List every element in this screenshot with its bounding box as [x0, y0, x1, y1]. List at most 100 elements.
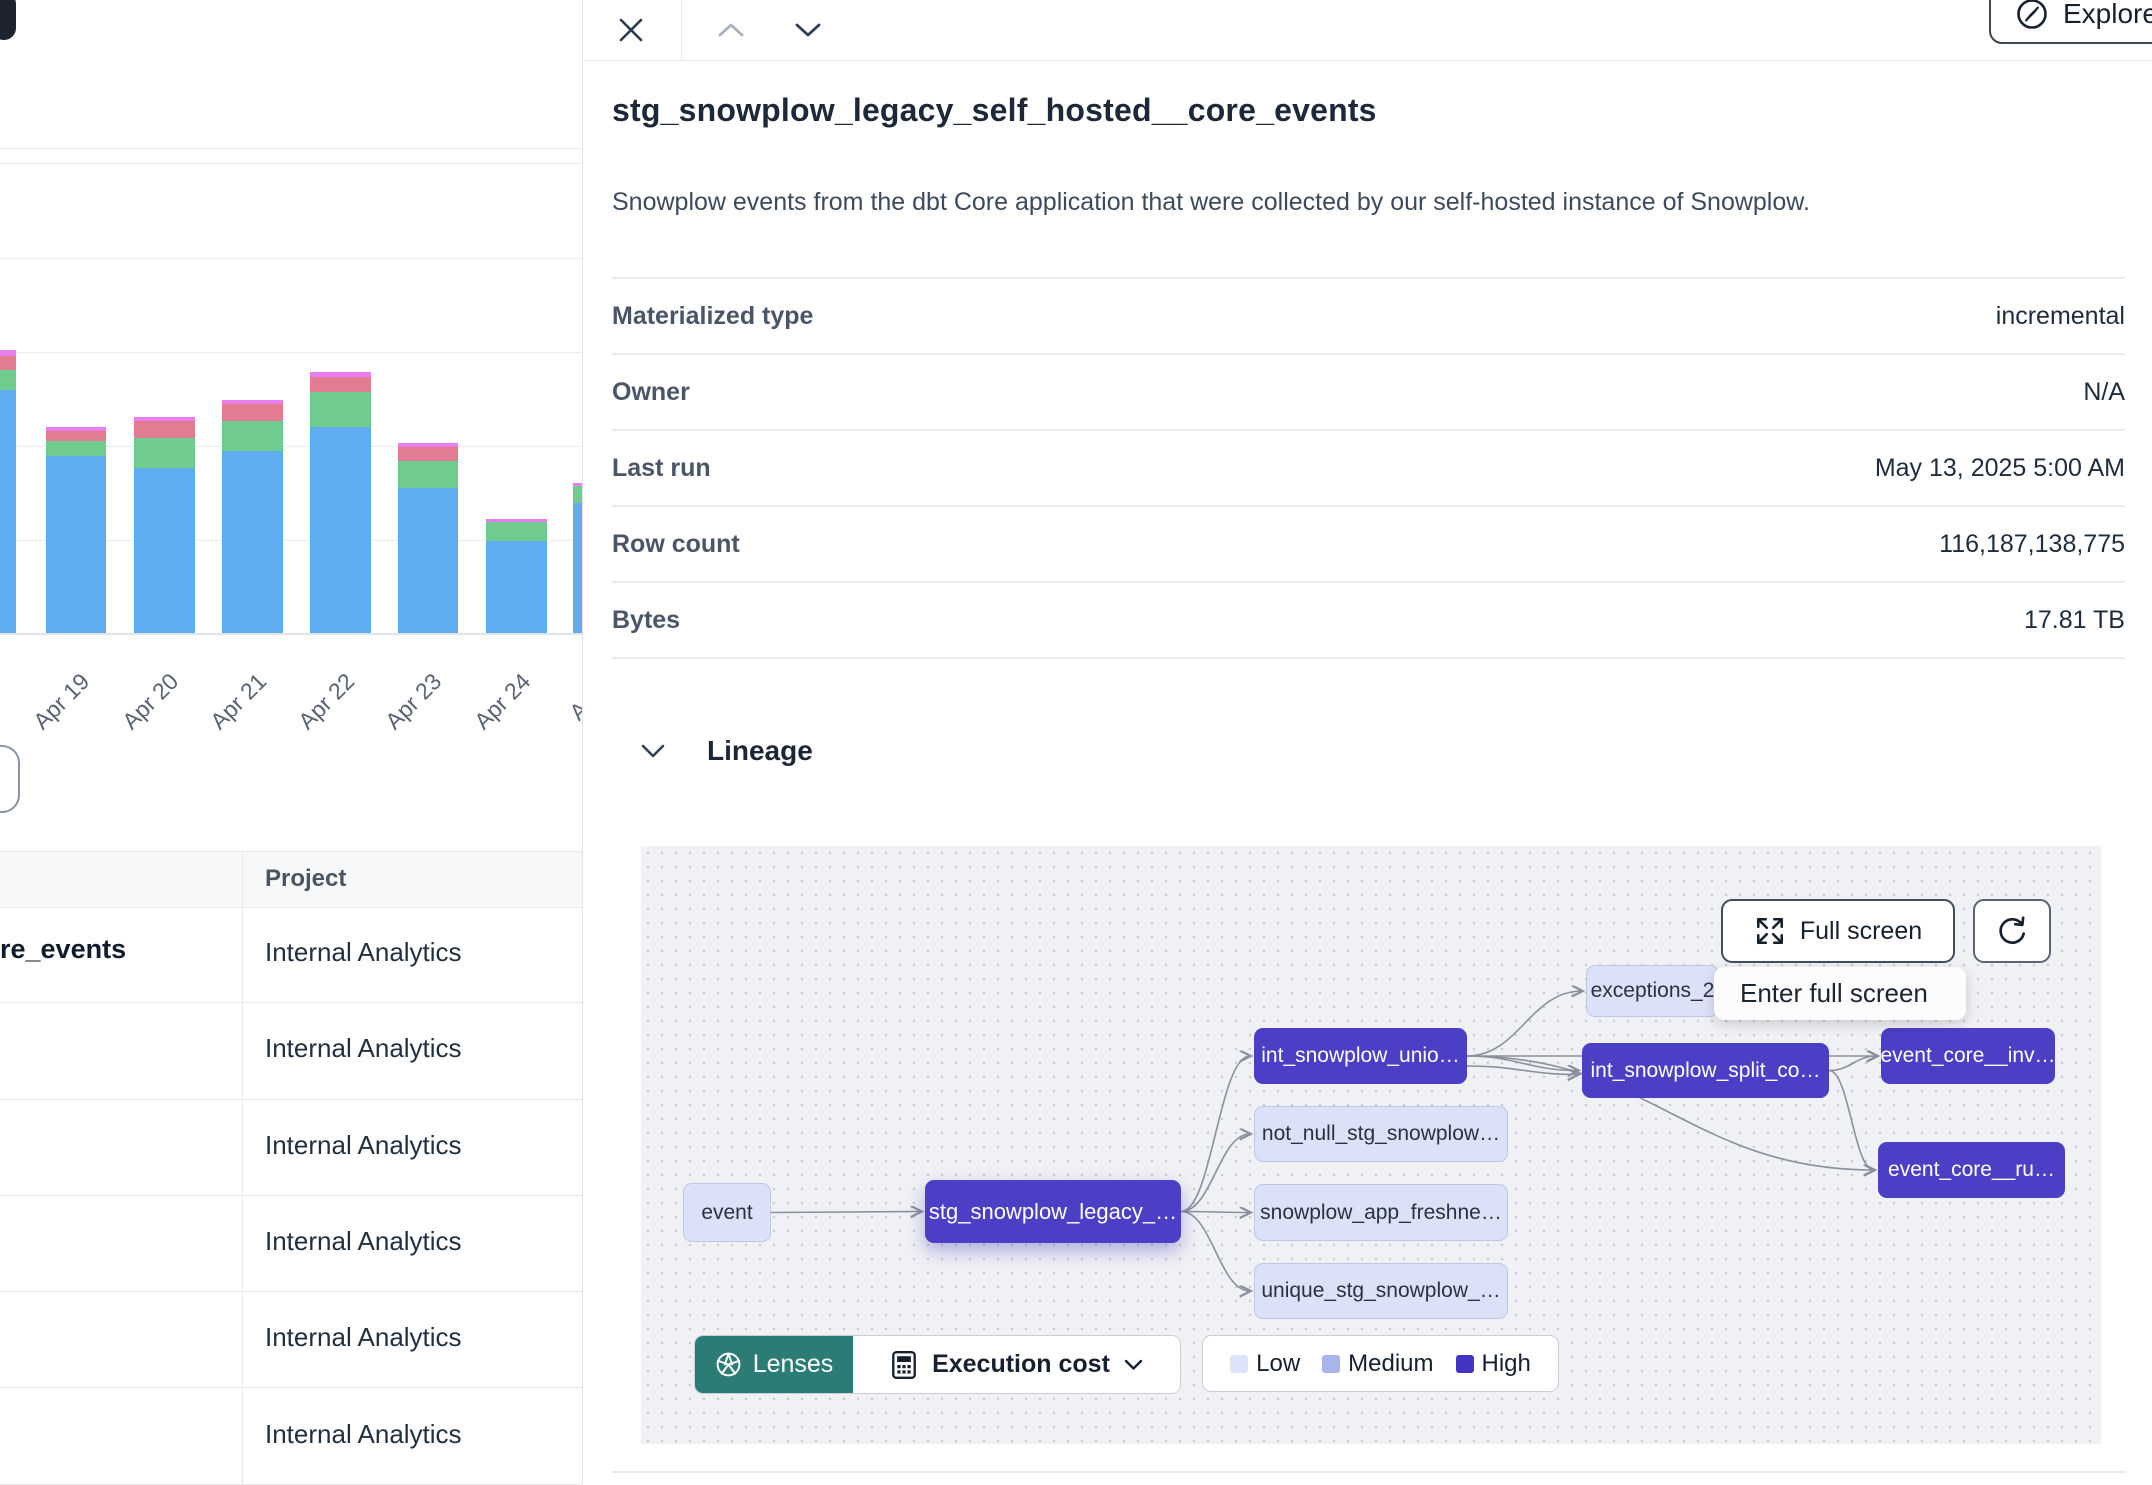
lineage-node-unique[interactable]: unique_stg_snowplow_…: [1254, 1263, 1508, 1319]
bar-segment-blue: [222, 451, 283, 633]
table-row[interactable]: Internal Analytics: [0, 1195, 582, 1293]
meta-row: Last run May 13, 2025 5:00 AM: [612, 431, 2125, 507]
chevron-down-icon: [795, 23, 821, 37]
lineage-edge: [1466, 991, 1582, 1057]
bar-segment-green: [46, 441, 106, 456]
project-cell: Internal Analytics: [265, 1033, 462, 1064]
lenses-label: Lenses: [752, 1350, 834, 1378]
legend-label: High: [1481, 1349, 1531, 1377]
lineage-edge: [1466, 1065, 1578, 1075]
lineage-edge: [1180, 1210, 1250, 1292]
lineage-edge: [1466, 1055, 1874, 1170]
table-row[interactable]: re_events Internal Analytics: [0, 906, 582, 1004]
chevron-down-icon: [641, 744, 665, 758]
next-item-button[interactable]: [786, 8, 830, 52]
project-cell: Internal Analytics: [265, 937, 462, 967]
bar-segment-red: [310, 377, 371, 392]
meta-label: Bytes: [612, 605, 681, 634]
meta-value: 17.81 TB: [2023, 605, 2125, 634]
column-header-project: Project: [265, 865, 347, 892]
project-cell: Internal Analytics: [265, 1129, 462, 1160]
table-row[interactable]: Internal Analytics: [0, 1291, 582, 1389]
bar-segment-blue: [0, 390, 16, 633]
model-details-panel: Explore stg_snowplow_legacy_self_hosted_…: [582, 0, 2152, 1484]
chart-gridline: [0, 258, 582, 259]
legend-item-low: Low: [1230, 1350, 1300, 1378]
lineage-edge: [1180, 1134, 1250, 1213]
lineage-canvas[interactable]: event stg_snowplow_legacy_… int_snowplow_u…: [641, 846, 2101, 1444]
close-icon: [619, 18, 643, 42]
refresh-button[interactable]: [1973, 899, 2051, 963]
bar-segment-red: [398, 447, 458, 461]
legend-item-high: High: [1455, 1349, 1531, 1378]
lineage-node-stg[interactable]: stg_snowplow_legacy_…: [925, 1180, 1181, 1243]
table-row[interactable]: Internal Analytics: [0, 1099, 582, 1196]
lineage-edge: [1180, 1056, 1250, 1213]
lineage-edge: [1180, 1212, 1250, 1213]
previous-item-button[interactable]: [709, 8, 753, 52]
explore-button[interactable]: Explore: [1989, 0, 2152, 44]
lineage-node-not_null[interactable]: not_null_stg_snowplow…: [1254, 1106, 1508, 1162]
lineage-section-header[interactable]: Lineage: [641, 735, 813, 767]
chart-gridline: [0, 352, 582, 353]
table-row[interactable]: Internal Analytics: [0, 1002, 582, 1100]
lineage-node-exceptions[interactable]: exceptions_2: [1586, 965, 1719, 1017]
legend-swatch: [1322, 1354, 1341, 1373]
legend-swatch: [1230, 1354, 1249, 1373]
bar-segment-blue: [134, 468, 195, 633]
x-axis-label: Apr 22: [292, 668, 359, 735]
full-screen-button[interactable]: Full screen: [1721, 899, 1955, 963]
project-cell: Internal Analytics: [265, 1322, 462, 1353]
cost-legend: Low Medium High: [1202, 1335, 1559, 1392]
bar-segment-green: [310, 392, 371, 427]
meta-list: Materialized type incremental Owner N/A Last…: [612, 279, 2125, 659]
chart-gridline: [0, 446, 582, 447]
meta-row: Bytes 17.81 TB: [612, 583, 2125, 659]
project-cell: Internal Analytics: [265, 1225, 462, 1256]
x-axis-label: Apr 21: [204, 668, 271, 735]
lineage-node-snowplow_app[interactable]: snowplow_app_freshne…: [1254, 1184, 1508, 1241]
aperture-icon: [716, 1352, 741, 1377]
lenses-button[interactable]: Lenses: [695, 1336, 853, 1393]
bar-segment-red: [222, 404, 283, 421]
meta-label: Last run: [612, 453, 711, 482]
full-screen-tooltip: Enter full screen: [1714, 967, 1966, 1020]
meta-row: Owner N/A: [612, 355, 2125, 431]
legend-swatch: [1455, 1354, 1474, 1373]
meta-value: N/A: [2083, 377, 2125, 406]
bar-segment-red: [46, 431, 106, 441]
x-axis-label: Apr 23: [380, 668, 447, 735]
lineage-node-int_unio[interactable]: int_snowplow_unio…: [1254, 1028, 1467, 1084]
bar-segment-green: [398, 461, 458, 488]
bar-segment-green: [486, 522, 547, 541]
execution-cost-dropdown[interactable]: Execution cost: [853, 1336, 1180, 1393]
lineage-edge: [1828, 1069, 1874, 1171]
model-name-cell: re_events: [0, 934, 127, 964]
lineage-node-ev_ru[interactable]: event_core__ru…: [1878, 1142, 2065, 1198]
chart-gridline: [0, 148, 582, 149]
project-cell: Internal Analytics: [265, 1418, 462, 1449]
panel-topbar: Explore: [583, 0, 2152, 61]
meta-label: Row count: [612, 529, 740, 558]
x-axis-label: Apr 24: [468, 668, 535, 735]
table-header-row: Project: [0, 851, 582, 908]
lineage-node-ev_inv[interactable]: event_core__inv…: [1881, 1028, 2055, 1084]
meta-label: Materialized type: [612, 301, 814, 330]
chart-gridline: [0, 540, 582, 541]
bar-segment-pink: [134, 417, 195, 421]
explore-label: Explore: [2063, 0, 2152, 29]
lineage-node-event[interactable]: event: [683, 1183, 771, 1242]
close-button[interactable]: [609, 8, 653, 52]
meta-row: Row count 116,187,138,775: [612, 507, 2125, 583]
bar-segment-red: [134, 421, 195, 438]
lineage-node-int_split[interactable]: int_snowplow_split_co…: [1582, 1043, 1829, 1098]
lenses-control: Lenses Execution cost: [694, 1335, 1181, 1394]
x-axis-label: Apr 20: [116, 668, 183, 735]
bar-segment-blue: [46, 456, 106, 633]
table-row[interactable]: Internal Analytics: [0, 1388, 582, 1485]
legend-label: Medium: [1348, 1349, 1434, 1377]
cutoff-pill-button[interactable]: [0, 745, 20, 813]
compass-icon: [2017, 0, 2047, 29]
